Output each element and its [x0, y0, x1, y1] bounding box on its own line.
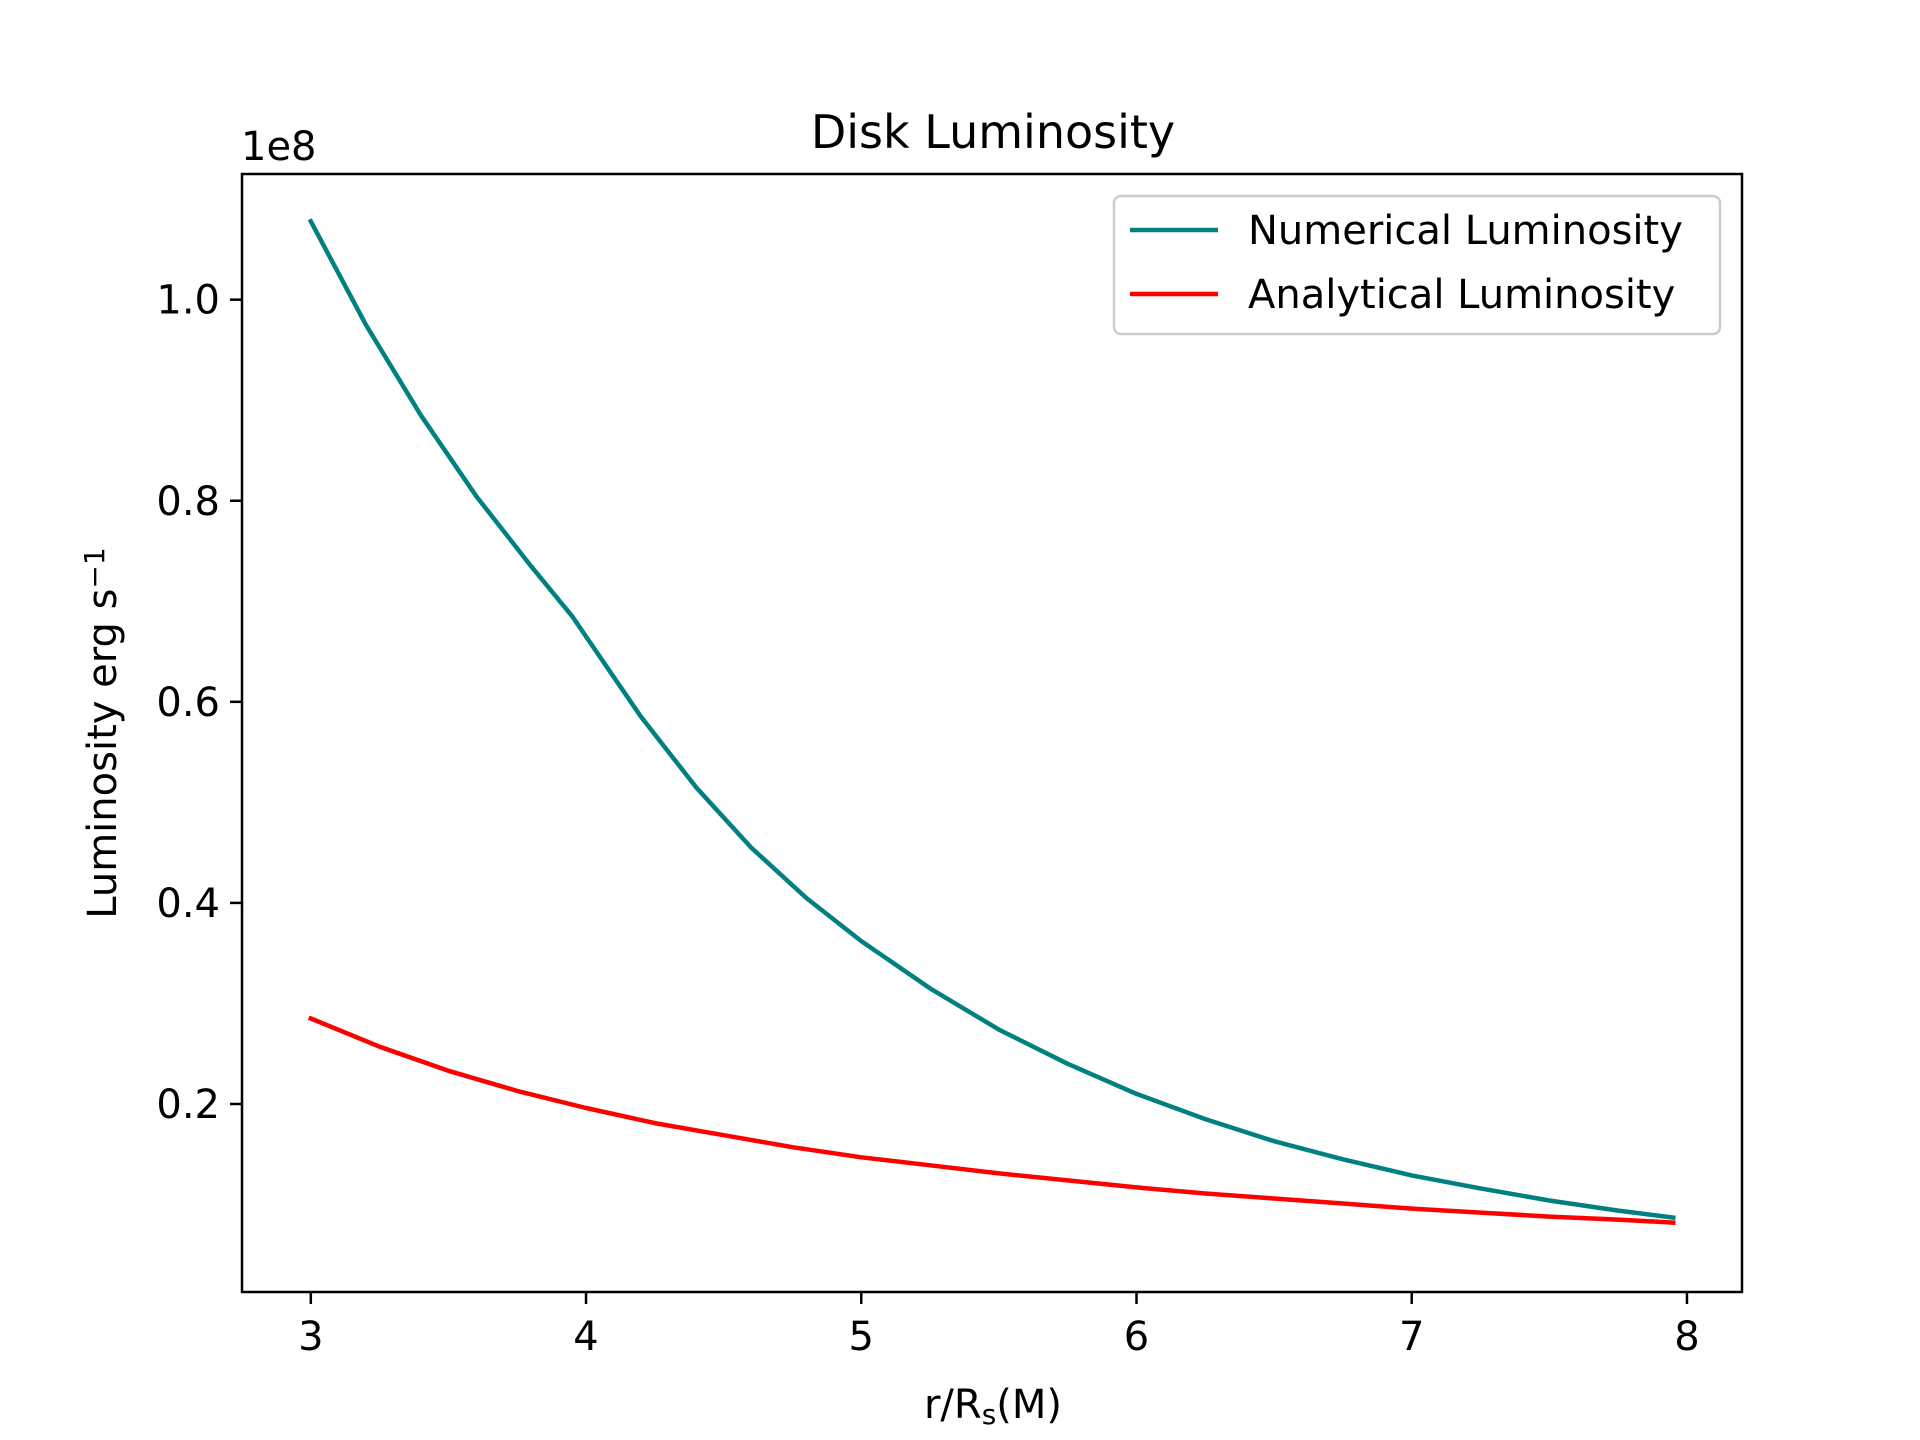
x-axis: 3 4 5 6 7 8 [298, 1292, 1700, 1360]
y-axis-label-main: Luminosity erg s [80, 589, 126, 919]
y-tick-label: 1.0 [156, 278, 220, 324]
x-tick-label: 6 [1124, 1314, 1149, 1360]
x-tick-label: 4 [573, 1314, 598, 1360]
y-offset-label: 1e8 [241, 124, 317, 170]
legend-label-analytical: Analytical Luminosity [1248, 272, 1675, 318]
y-axis-label-superscript: −1 [78, 547, 111, 588]
series-line-numerical [307, 218, 1676, 1221]
y-tick-label: 0.6 [156, 680, 220, 726]
x-axis-label-tail: (M) [996, 1382, 1062, 1428]
x-tick-label: 5 [849, 1314, 874, 1360]
series-layer [307, 218, 1676, 1225]
y-axis: 0.2 0.4 0.6 0.8 1.0 [156, 278, 242, 1128]
legend-label-numerical: Numerical Luminosity [1248, 208, 1683, 254]
x-tick-label: 8 [1674, 1314, 1699, 1360]
chart-title: Disk Luminosity [811, 105, 1175, 159]
x-tick-label: 3 [298, 1314, 323, 1360]
x-axis-label-subscript: s [982, 1398, 997, 1431]
y-tick-label: 0.2 [156, 1082, 220, 1128]
y-tick-label: 0.8 [156, 479, 220, 525]
series-line-analytical [307, 1015, 1676, 1225]
y-tick-label: 0.4 [156, 881, 220, 927]
x-axis-label: r/Rs(M) [924, 1382, 1062, 1431]
legend: Numerical Luminosity Analytical Luminosi… [1112, 194, 1722, 336]
plot-frame [240, 172, 1744, 1294]
legend-box [1112, 194, 1722, 336]
x-axis-label-main: r/R [924, 1382, 982, 1428]
x-tick-label: 7 [1399, 1314, 1424, 1360]
y-axis-label: Luminosity erg s−1 [78, 547, 126, 918]
